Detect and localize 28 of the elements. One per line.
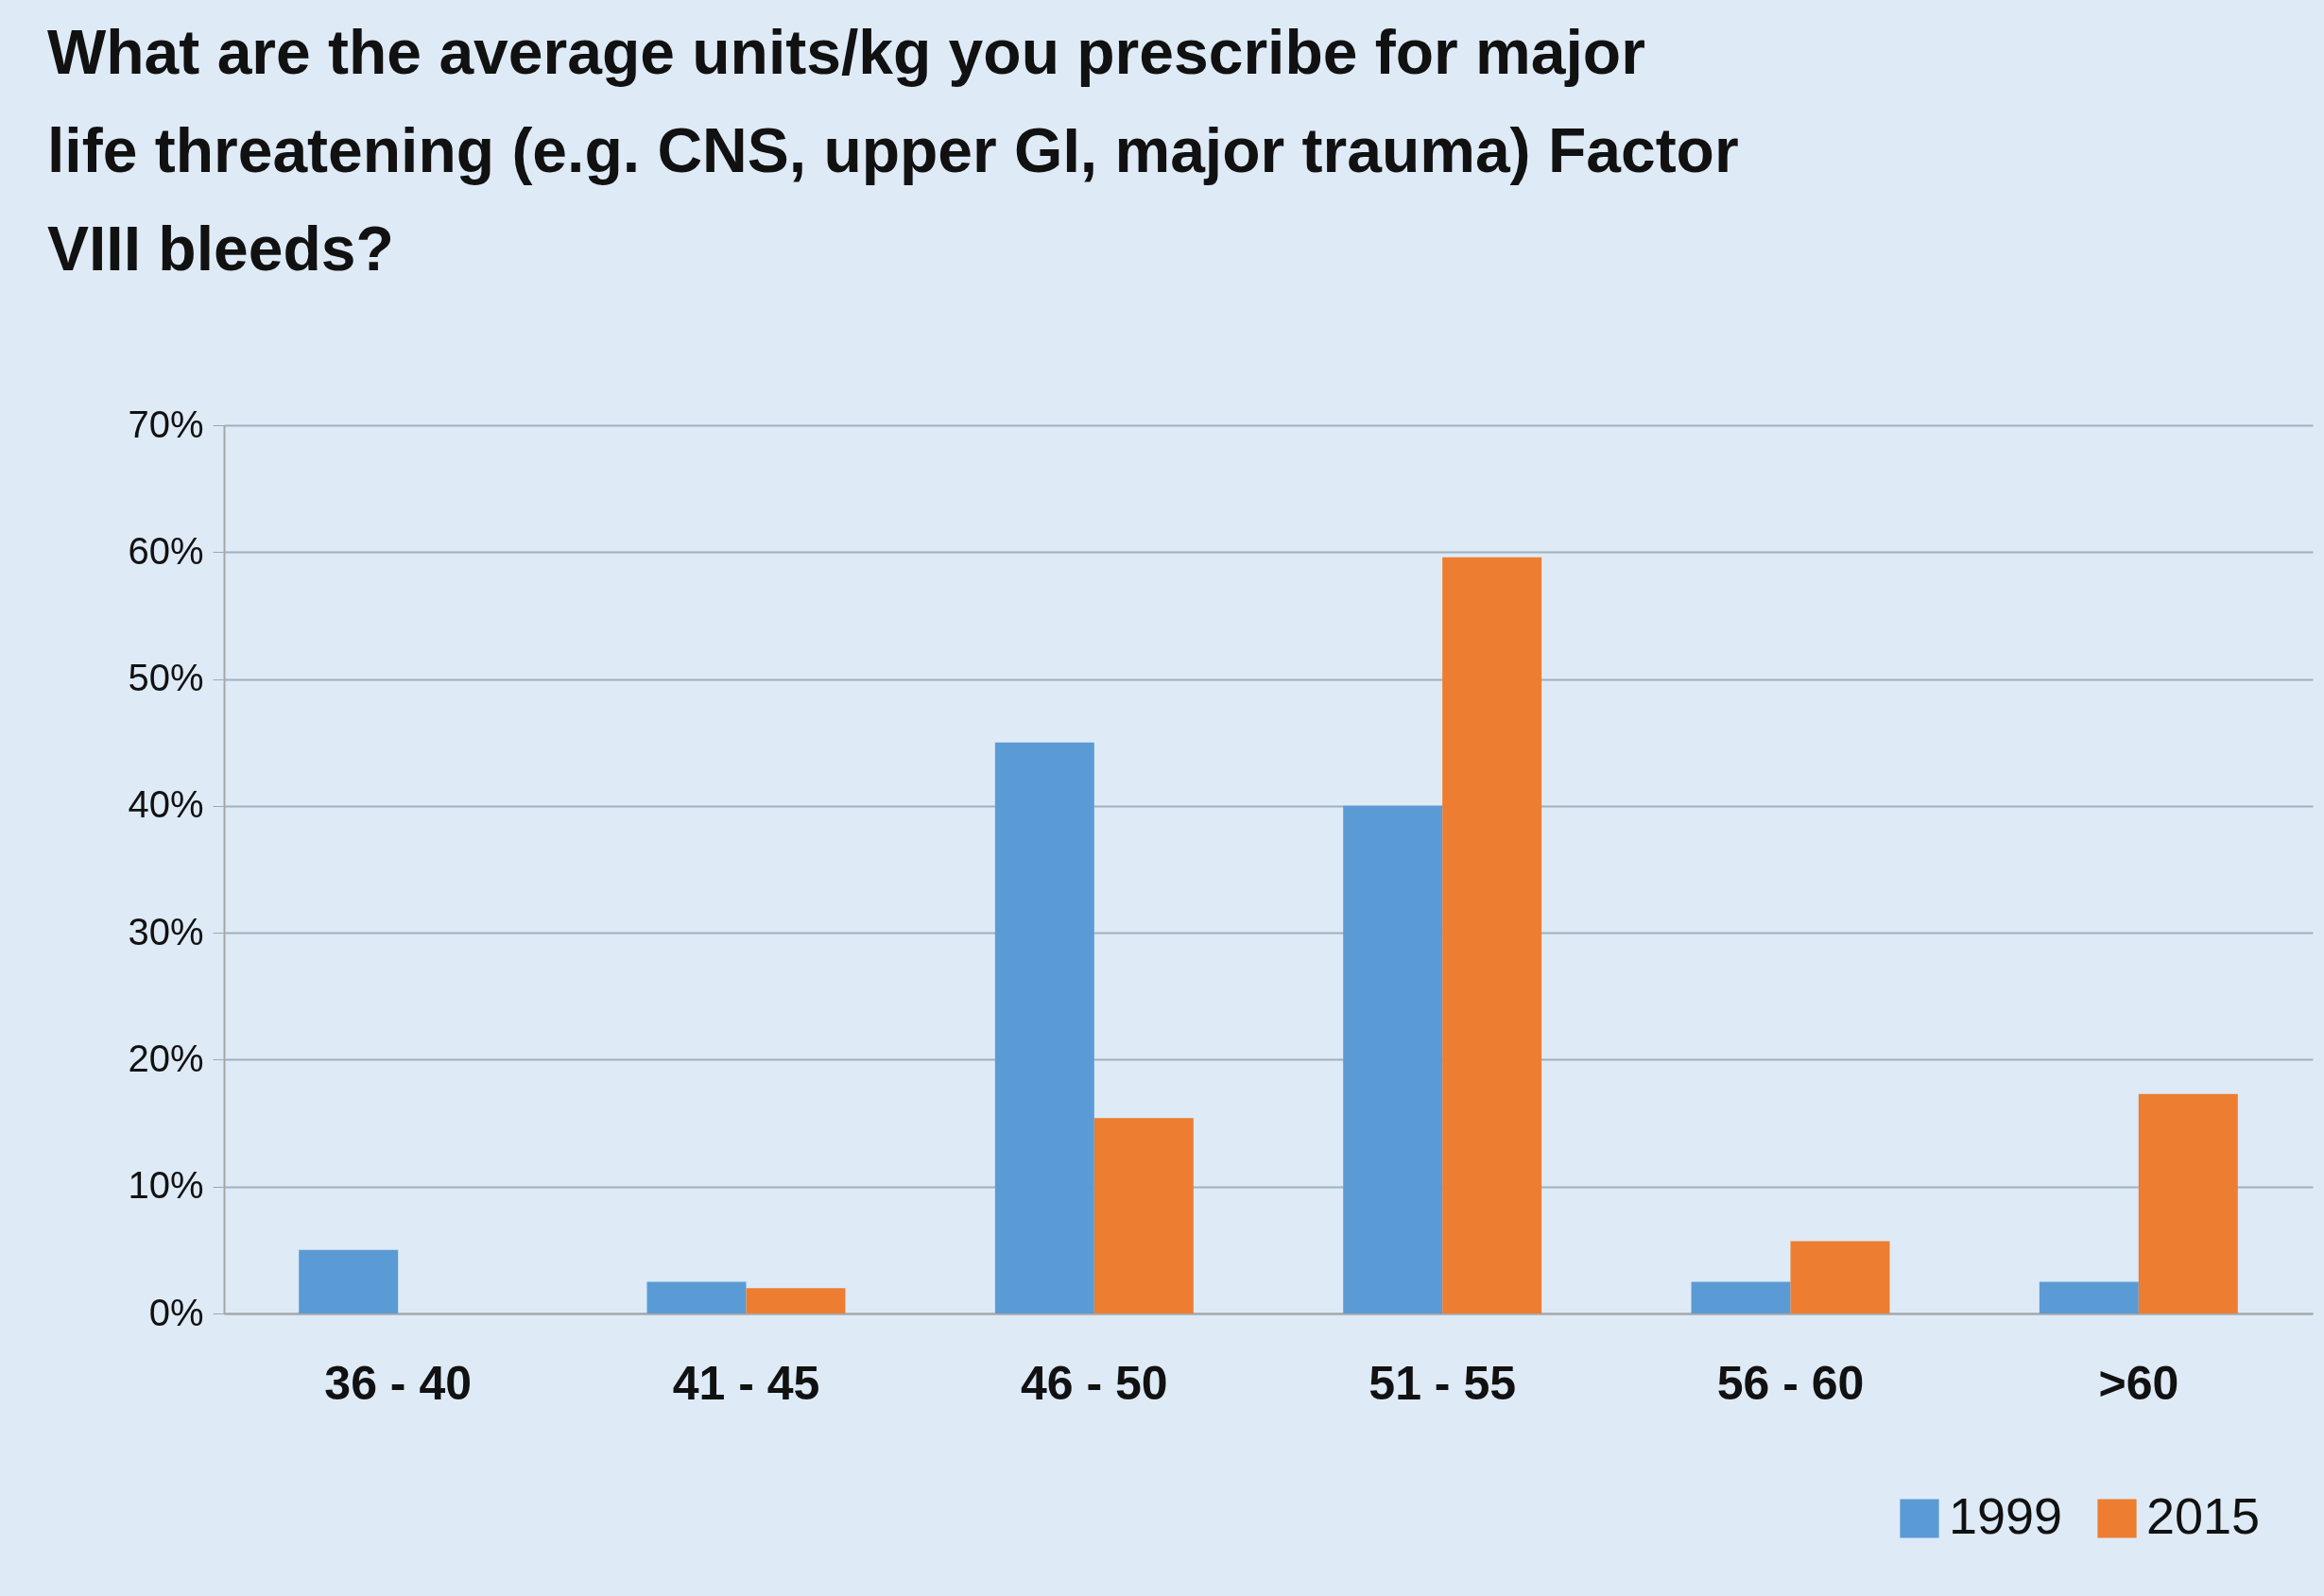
bar [2039, 1281, 2139, 1313]
y-tick-label: 50% [128, 657, 204, 699]
x-tick-label: 36 - 40 [324, 1356, 472, 1410]
bar [646, 1281, 747, 1313]
x-tick-label: >60 [2098, 1356, 2179, 1410]
bar [1790, 1241, 1890, 1313]
bar [994, 742, 1094, 1313]
y-tick-label: 20% [128, 1037, 204, 1079]
bar [2138, 1093, 2238, 1313]
bar [746, 1288, 846, 1313]
y-tick-label: 10% [128, 1164, 204, 1207]
x-tick-label: 51 - 55 [1369, 1356, 1516, 1410]
y-tick-label: 70% [128, 403, 204, 445]
bar [1442, 557, 1542, 1313]
bar [299, 1249, 399, 1313]
y-tick-label: 0% [148, 1291, 204, 1333]
y-tick-label: 30% [128, 910, 204, 952]
bar [1093, 1118, 1194, 1313]
y-tick-label: 40% [128, 783, 204, 826]
bar [1343, 805, 1443, 1313]
x-tick-label: 56 - 60 [1716, 1356, 1865, 1410]
x-tick-label: 41 - 45 [672, 1356, 820, 1410]
bar [1691, 1281, 1791, 1313]
legend-label: 1999 [1949, 1487, 2063, 1544]
y-tick-label: 60% [128, 529, 204, 572]
legend-label: 2015 [2146, 1487, 2261, 1544]
x-tick-label: 46 - 50 [1021, 1356, 1168, 1410]
chart-title: What are the average units/kg you prescribe for major life threatening (e.g. CNS, upper GI, major trauma) Factor VIII bleeds? [47, 17, 1739, 283]
